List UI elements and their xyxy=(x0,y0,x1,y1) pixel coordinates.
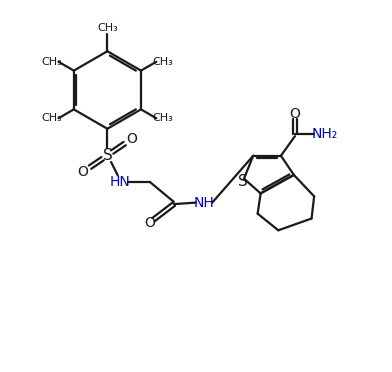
Text: CH₃: CH₃ xyxy=(42,57,62,67)
Text: S: S xyxy=(238,174,248,189)
Text: CH₃: CH₃ xyxy=(42,113,62,123)
Text: NH: NH xyxy=(194,196,214,209)
Text: CH₃: CH₃ xyxy=(152,57,173,67)
Text: CH₃: CH₃ xyxy=(97,23,118,33)
Text: S: S xyxy=(103,148,112,163)
Text: O: O xyxy=(144,216,155,230)
Text: NH₂: NH₂ xyxy=(312,127,338,141)
Text: O: O xyxy=(77,165,88,179)
Text: O: O xyxy=(127,132,138,146)
Text: CH₃: CH₃ xyxy=(152,113,173,123)
Text: O: O xyxy=(290,107,300,121)
Text: HN: HN xyxy=(110,175,131,189)
